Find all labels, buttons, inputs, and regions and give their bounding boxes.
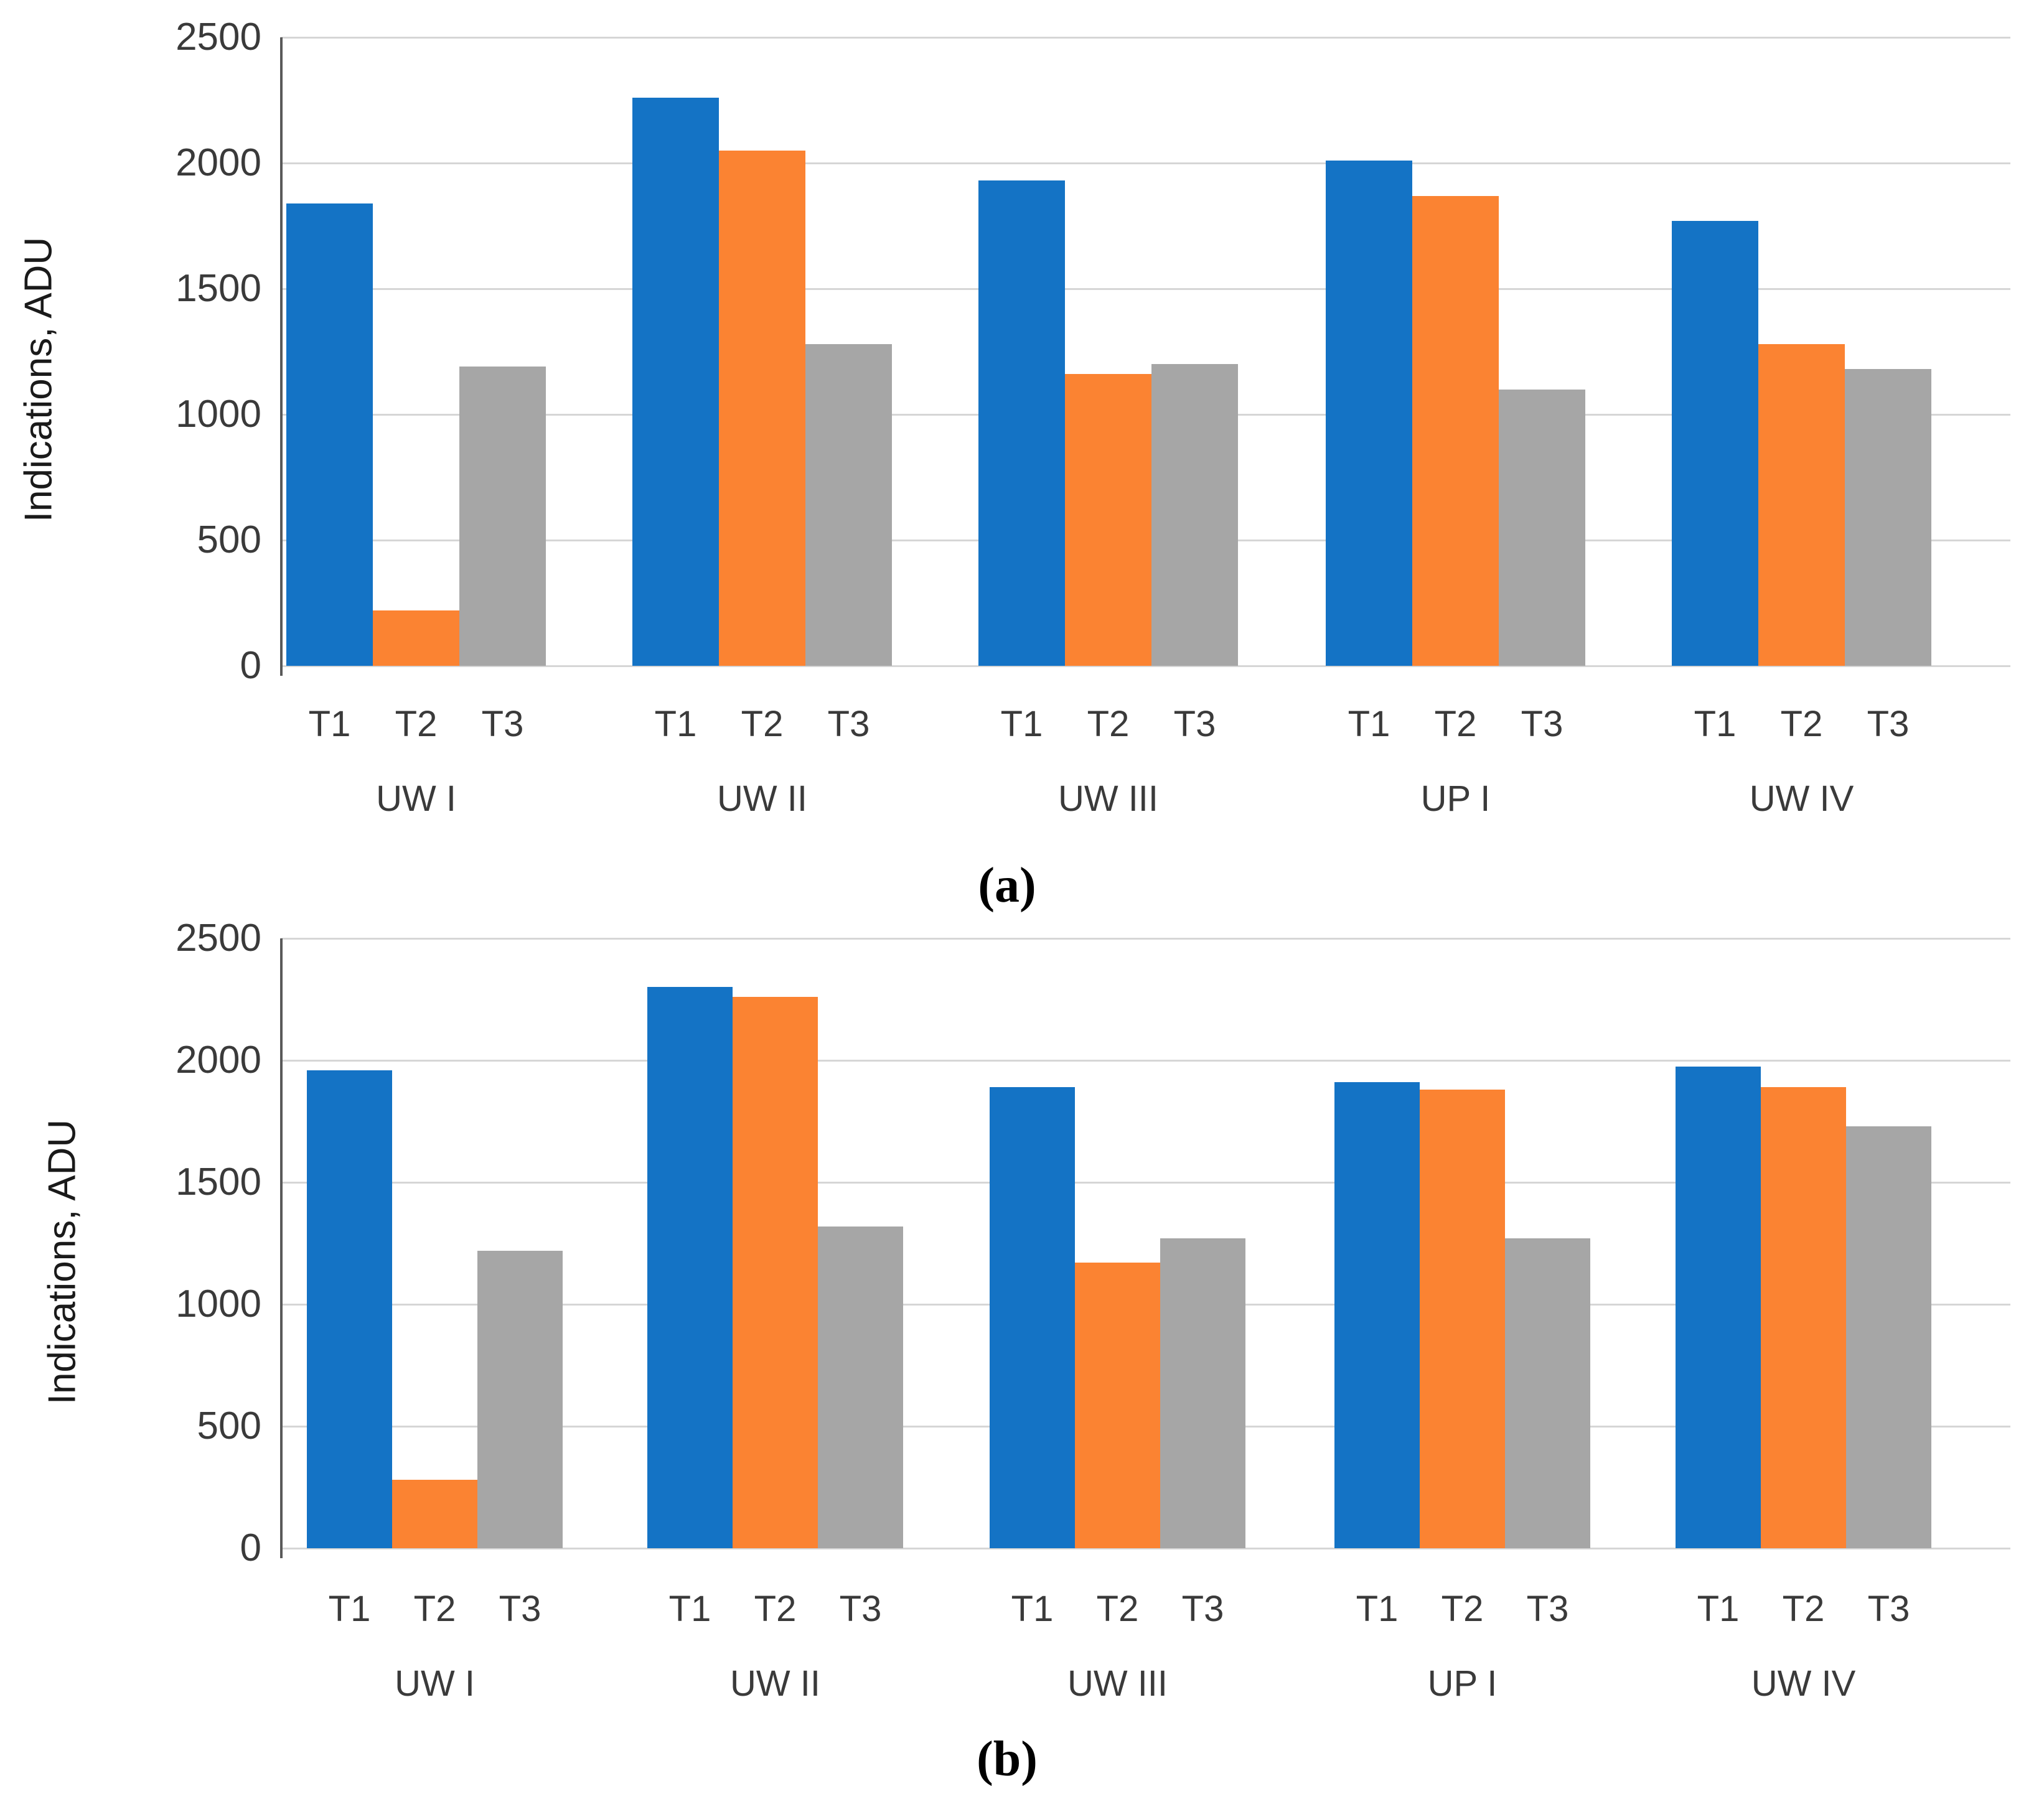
- y-tick-label-0: 0: [240, 644, 261, 687]
- bar-label-t3: T3: [827, 704, 870, 744]
- y-tick-label-2000: 2000: [176, 141, 261, 184]
- y-axis-line: [280, 938, 283, 1558]
- gridline-0: [281, 665, 2010, 667]
- y-tick-label-2500: 2500: [176, 917, 261, 960]
- bar-label-t3: T3: [1867, 1589, 1910, 1629]
- bar-label-t3: T3: [1526, 1589, 1569, 1629]
- bar-up-i-t2: [1420, 1090, 1505, 1548]
- bar-uw-ii-t3: [805, 343, 892, 666]
- bar-uw-iii-t2: [1075, 1263, 1160, 1548]
- bar-label-t1: T1: [1697, 1589, 1740, 1629]
- y-axis-line: [280, 37, 283, 676]
- y-tick-label-1000: 1000: [176, 1283, 261, 1325]
- bar-label-t1: T1: [1356, 1589, 1399, 1629]
- bar-uw-ii-t1: [647, 987, 733, 1548]
- category-label-uw-i: UW I: [395, 1663, 475, 1704]
- gridline-2500: [281, 938, 2010, 940]
- bar-label-t1: T1: [1011, 1589, 1054, 1629]
- bar-uw-iv-t3: [1846, 1126, 1931, 1548]
- bar-uw-i-t1: [307, 1070, 392, 1548]
- bar-uw-iv-t2: [1758, 343, 1845, 666]
- bar-label-t1: T1: [1694, 704, 1737, 744]
- bar-up-i-t1: [1334, 1082, 1420, 1548]
- bar-label-t2: T2: [413, 1589, 456, 1629]
- bar-up-i-t1: [1326, 160, 1412, 666]
- bar-uw-i-t3: [459, 367, 546, 666]
- bar-label-t3: T3: [1173, 704, 1216, 744]
- bar-uw-iii-t3: [1151, 364, 1238, 666]
- y-tick-label-0: 0: [240, 1526, 261, 1569]
- bar-up-i-t3: [1505, 1238, 1590, 1548]
- bar-uw-iv-t1: [1672, 220, 1758, 666]
- bar-uw-iv-t1: [1676, 1066, 1761, 1548]
- bar-label-t2: T2: [1087, 704, 1130, 744]
- bar-label-t2: T2: [754, 1589, 797, 1629]
- category-label-uw-iv: UW IV: [1751, 1663, 1856, 1704]
- bar-label-t3: T3: [1521, 704, 1563, 744]
- y-tick-label-2000: 2000: [176, 1039, 261, 1082]
- bar-uw-i-t2: [373, 610, 459, 666]
- bar-uw-ii-t2: [719, 150, 805, 666]
- bar-label-t1: T1: [308, 704, 351, 744]
- bar-label-t3: T3: [499, 1589, 541, 1629]
- category-label-uw-ii: UW II: [730, 1663, 820, 1704]
- category-label-uw-iii: UW III: [1067, 1663, 1168, 1704]
- bar-label-t1: T1: [1000, 704, 1043, 744]
- bar-uw-ii-t3: [818, 1226, 903, 1548]
- bar-uw-iii-t2: [1065, 374, 1151, 666]
- bar-label-t1: T1: [668, 1589, 711, 1629]
- gridline-1500: [281, 288, 2010, 290]
- bar-uw-ii-t1: [632, 97, 719, 666]
- chart-panel-b: Indications, ADU (b) 0 500 1000 1500 2000 250…: [0, 909, 2044, 1799]
- bar-uw-iv-t2: [1761, 1087, 1846, 1548]
- bar-label-t2: T2: [1780, 704, 1823, 744]
- bar-uw-iii-t1: [978, 180, 1065, 666]
- bar-label-t3: T3: [1867, 704, 1910, 744]
- bar-label-t3: T3: [839, 1589, 882, 1629]
- y-tick-label-2500: 2500: [176, 16, 261, 58]
- bar-uw-iv-t3: [1845, 369, 1931, 666]
- y-tick-label-1000: 1000: [176, 393, 261, 436]
- gridline-1500: [281, 1182, 2010, 1184]
- bar-label-t2: T2: [741, 704, 784, 744]
- panel-caption-a: (a): [978, 858, 1036, 913]
- gridline-2000: [281, 162, 2010, 164]
- bar-label-t1: T1: [654, 704, 697, 744]
- bar-label-t2: T2: [1096, 1589, 1139, 1629]
- gridline-2000: [281, 1060, 2010, 1062]
- bar-label-t1: T1: [328, 1589, 371, 1629]
- bar-label-t1: T1: [1348, 704, 1390, 744]
- bar-label-t3: T3: [1181, 1589, 1224, 1629]
- bar-up-i-t2: [1412, 195, 1499, 666]
- category-label-uw-iv: UW IV: [1749, 778, 1854, 819]
- bar-uw-ii-t2: [733, 997, 818, 1548]
- category-label-up-i: UP I: [1427, 1663, 1498, 1704]
- bar-label-t2: T2: [1782, 1589, 1825, 1629]
- bar-uw-iii-t3: [1160, 1238, 1245, 1548]
- category-label-uw-i: UW I: [376, 778, 456, 819]
- bar-uw-iii-t1: [990, 1087, 1075, 1548]
- y-tick-label-1500: 1500: [176, 267, 261, 310]
- gridline-0: [281, 1548, 2010, 1549]
- bar-label-t2: T2: [1441, 1589, 1484, 1629]
- bar-up-i-t3: [1499, 389, 1585, 666]
- bar-uw-i-t1: [286, 203, 373, 666]
- category-label-uw-ii: UW II: [717, 778, 807, 819]
- bar-label-t2: T2: [395, 704, 438, 744]
- bar-label-t2: T2: [1434, 704, 1477, 744]
- y-tick-label-500: 500: [197, 518, 261, 561]
- gridline-2500: [281, 37, 2010, 39]
- bar-uw-i-t3: [477, 1250, 563, 1548]
- bar-uw-i-t2: [392, 1480, 477, 1548]
- y-tick-label-1500: 1500: [176, 1161, 261, 1203]
- chart-panel-a: Indications, ADU (a) 0 500 1000 1500 2000 250…: [17, 16, 2010, 913]
- category-label-uw-iii: UW III: [1057, 778, 1159, 819]
- bar-label-t3: T3: [481, 704, 524, 744]
- y-tick-label-500: 500: [197, 1404, 261, 1447]
- y-axis-title-a: Indications, ADU: [17, 236, 60, 523]
- panel-caption-b: (b): [977, 1732, 1038, 1787]
- category-label-up-i: UP I: [1420, 778, 1491, 819]
